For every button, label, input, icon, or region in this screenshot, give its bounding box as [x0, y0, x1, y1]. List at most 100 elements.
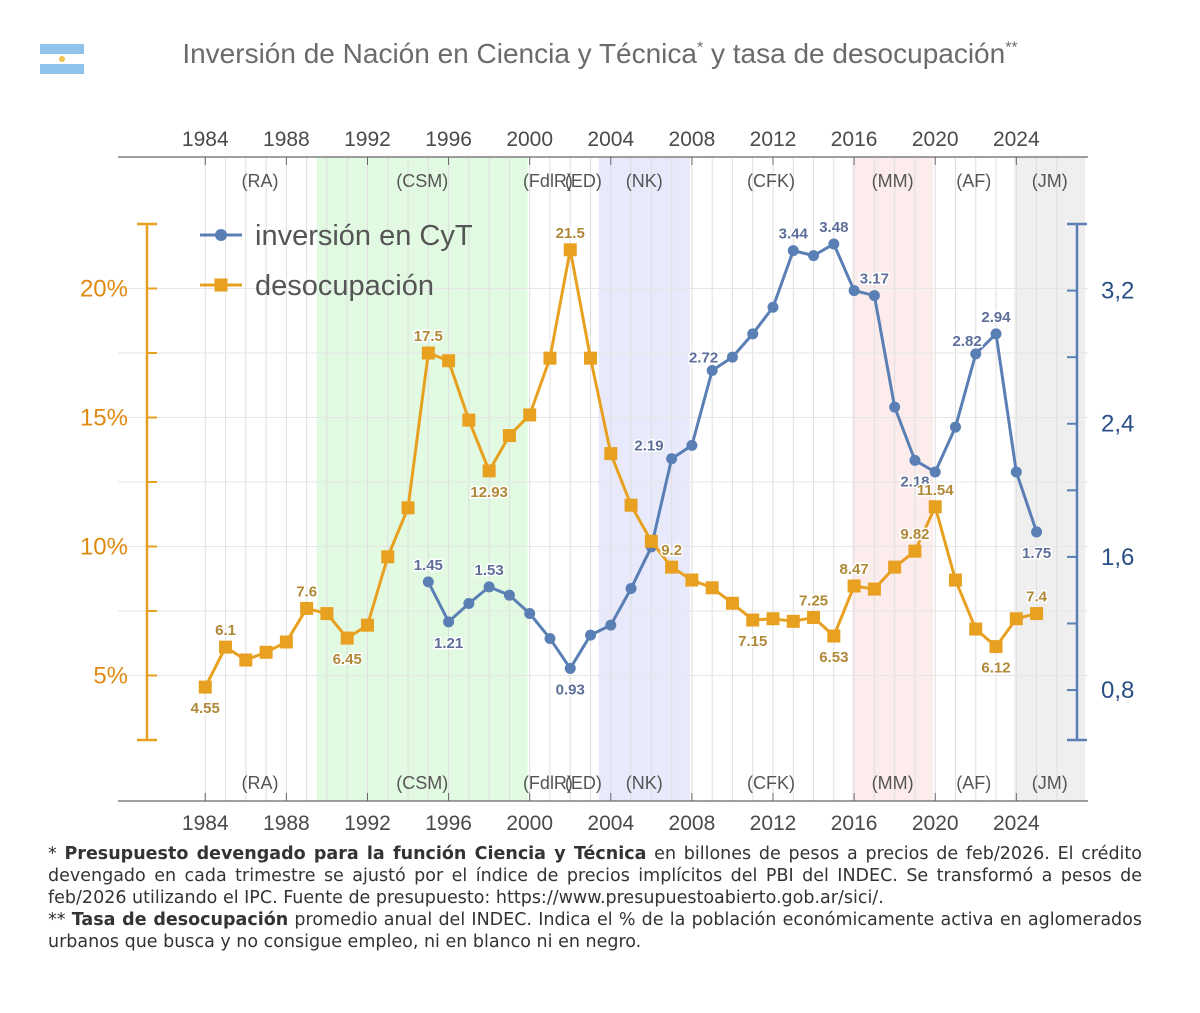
period-label: (ED) — [565, 773, 602, 793]
investment-data-label: 1.21 — [434, 635, 463, 652]
unemployment-point — [705, 581, 719, 595]
title-footnote-mark-2: ** — [1005, 39, 1018, 57]
unemployment-point — [807, 610, 821, 624]
investment-point — [767, 301, 779, 313]
left-axis-tick-label: 15% — [80, 405, 128, 432]
period-band — [316, 157, 528, 801]
series — [198, 238, 1044, 694]
unemployment-point — [421, 346, 435, 360]
x-tick-label: 1988 — [263, 128, 310, 151]
unemployment-data-label: 7.4 — [1026, 589, 1048, 606]
unemployment-point — [1030, 607, 1044, 621]
unemployment-point — [725, 596, 739, 610]
investment-point — [706, 364, 718, 376]
investment-point — [483, 581, 495, 593]
investment-point — [544, 632, 556, 644]
investment-point — [686, 439, 698, 451]
footnotes: * Presupuesto devengado para la función … — [48, 843, 1142, 953]
period-label: (AF) — [956, 171, 991, 191]
unemployment-data-label: 17.5 — [414, 328, 443, 345]
period-label: (NK) — [626, 773, 663, 793]
x-tick-label: 2004 — [587, 812, 634, 835]
period-label: (CSM) — [396, 773, 448, 793]
unemployment-point — [442, 354, 456, 368]
investment-point — [808, 250, 820, 262]
investment-data-label: 1.53 — [475, 562, 504, 579]
legend-marker-square — [214, 278, 228, 292]
unemployment-point — [401, 501, 415, 515]
x-tick-label: 2004 — [587, 128, 634, 151]
footnote-text: en billones de pesos a precios de feb/20… — [48, 844, 1142, 908]
unemployment-point — [482, 464, 496, 478]
investment-data-label: 3.17 — [860, 271, 889, 288]
unemployment-point — [563, 243, 577, 257]
period-band — [1014, 157, 1086, 801]
investment-point — [605, 619, 617, 631]
left-axis-tick-label: 20% — [80, 276, 128, 303]
left-axis-tick-label: 10% — [80, 534, 128, 561]
unemployment-point — [523, 408, 537, 422]
unemployment-data-label: 12.93 — [470, 484, 508, 501]
unemployment-point — [360, 618, 374, 632]
investment-point — [970, 348, 982, 360]
investment-point — [503, 589, 515, 601]
period-label: (CFK) — [747, 171, 795, 191]
unemployment-point — [867, 582, 881, 596]
unemployment-data-label: 6.53 — [819, 649, 848, 666]
x-tick-label: 2000 — [506, 128, 553, 151]
investment-point — [1031, 526, 1043, 538]
unemployment-data-label: 9.2 — [661, 542, 682, 559]
period-label: (AF) — [956, 773, 991, 793]
legend: inversión en CyT desocupación — [200, 220, 473, 302]
investment-point — [585, 629, 597, 641]
investment-point — [726, 351, 738, 363]
unemployment-data-label: 7.25 — [799, 592, 828, 609]
period-label: (ED) — [565, 171, 602, 191]
unemployment-point — [584, 351, 598, 365]
chart-title: Inversión de Nación en Ciencia y Técnica… — [0, 38, 1200, 70]
footnote-investment: * Presupuesto devengado para la función … — [48, 843, 1142, 909]
left-axis-tick-label: 5% — [93, 663, 128, 690]
unemployment-point — [462, 413, 476, 427]
data-labels: 1.45 1.21 1.53 0.93 2.19 2.72 3.44 3.48 3.17 2.18… — [189, 217, 1053, 718]
period-label: (RA) — [242, 773, 279, 793]
unemployment-point — [239, 653, 253, 667]
investment-point — [422, 576, 434, 588]
title-footnote-mark: * — [696, 39, 704, 57]
investment-point — [929, 466, 941, 478]
x-axis-ticks: 1984 1984 1988 1988 1992 1992 1996 1996 2000 2000… — [182, 128, 1040, 835]
legend-label: inversión en CyT — [255, 220, 473, 252]
investment-point — [524, 607, 536, 619]
x-tick-label: 2024 — [993, 128, 1040, 151]
unemployment-point — [928, 500, 942, 514]
unemployment-point — [279, 635, 293, 649]
period-label: (CFK) — [747, 773, 795, 793]
investment-point — [1010, 466, 1022, 478]
unemployment-point — [259, 645, 273, 659]
unemployment-point — [381, 550, 395, 564]
argentina-flag-icon — [40, 44, 84, 74]
unemployment-point — [908, 544, 922, 558]
right-axis-tick-label: 3,2 — [1101, 278, 1134, 305]
x-tick-label: 1984 — [182, 128, 229, 151]
unemployment-data-label: 21.5 — [556, 225, 585, 242]
footnote-unemployment: ** Tasa de desocupación promedio anual d… — [48, 909, 1142, 953]
plot-frame — [118, 156, 1088, 802]
unemployment-data-label: 7.6 — [296, 583, 317, 600]
x-tick-label: 2020 — [912, 128, 959, 151]
unemployment-point — [746, 613, 760, 627]
period-label: (MM) — [872, 171, 914, 191]
investment-point — [443, 616, 455, 628]
unemployment-data-label: 6.12 — [981, 660, 1010, 677]
period-label: (FdlR) — [523, 773, 573, 793]
period-band — [598, 157, 690, 801]
right-axis-tick-label: 1,6 — [1101, 544, 1134, 571]
period-label: (CSM) — [396, 171, 448, 191]
period-label: (RA) — [242, 171, 279, 191]
investment-point — [666, 453, 678, 465]
unemployment-data-label: 11.54 — [917, 482, 954, 499]
unemployment-data-label: 7.15 — [738, 633, 767, 650]
x-tick-label: 2000 — [506, 812, 553, 835]
unemployment-point — [969, 622, 983, 636]
investment-data-label: 1.75 — [1022, 545, 1051, 562]
